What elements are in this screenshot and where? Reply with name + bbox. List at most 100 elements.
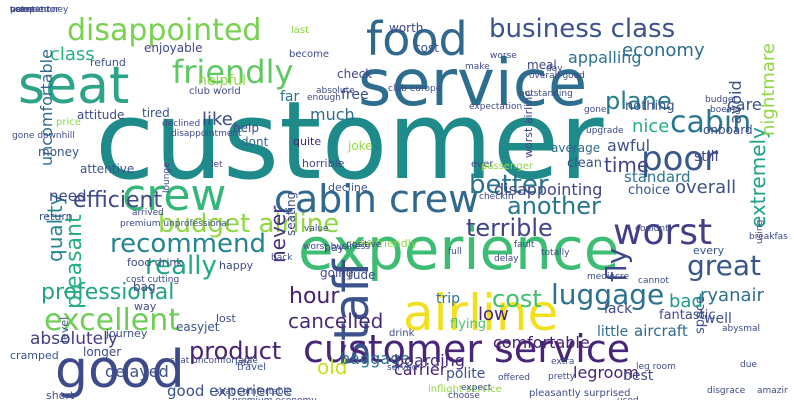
cloud-word: another (507, 192, 601, 220)
cloud-word: refund (90, 56, 126, 69)
cloud-word: nightmare (758, 43, 779, 136)
cloud-word: budget airline (158, 209, 340, 239)
cloud-word: late (235, 358, 253, 368)
cloud-word: efficient (73, 188, 163, 213)
cloud-word: gone downhill (12, 131, 75, 141)
cloud-word: going (320, 266, 354, 280)
cloud-word: fault (514, 240, 535, 250)
cloud-word: plane (605, 87, 672, 115)
cloud-word: experience (298, 215, 620, 283)
word-cloud: customer service experience airline staff sea… (10, 6, 788, 400)
cloud-word: nothing (625, 99, 675, 114)
cloud-word: helpful (198, 73, 246, 89)
cloud-word: level (58, 316, 71, 343)
cloud-word: best (623, 368, 654, 384)
cloud-word: disappointing (494, 180, 603, 199)
cloud-word: premium economy (232, 397, 317, 401)
cloud-word: low (478, 304, 509, 325)
cloud-word: travel (237, 362, 267, 373)
cloud-word: better (469, 170, 549, 200)
cloud-word: economy (622, 40, 705, 61)
cloud-word: food drink (127, 256, 183, 269)
cloud-word: class (50, 44, 95, 65)
cloud-word: care (727, 95, 762, 114)
cloud-word: crew friendly (346, 237, 418, 250)
cloud-word: short (46, 389, 75, 400)
cloud-word: disgrace (707, 386, 746, 396)
cloud-word: pay (324, 241, 345, 254)
cloud-word: food (366, 12, 468, 66)
cloud-word: terrible (466, 214, 553, 242)
cloud-word: due (740, 360, 757, 370)
cloud-word: meal (527, 58, 557, 72)
cloud-word: back (271, 253, 293, 263)
cloud-word: using (755, 219, 765, 244)
cloud-word: carrier (394, 360, 447, 379)
cloud-word: cost (492, 285, 542, 313)
cloud-word: seat (18, 56, 130, 116)
cloud-word: expect (461, 383, 492, 393)
cloud-word: onboard (703, 123, 753, 137)
cloud-word: passenger (481, 161, 533, 172)
cloud-word: product (189, 337, 282, 365)
cloud-word: polite (446, 366, 486, 382)
cloud-word: seat comfortable (215, 387, 292, 397)
cloud-word: little (597, 324, 629, 340)
cloud-word: awful (607, 136, 651, 155)
cloud-word: choose (448, 391, 480, 401)
cloud-word: let (211, 160, 223, 170)
cloud-word: horrible (302, 157, 345, 170)
cloud-word: couldnt (635, 224, 669, 234)
cloud-word: disappointment (171, 129, 242, 139)
cloud-word: journey (106, 327, 148, 340)
cloud-word: boarding (394, 351, 465, 370)
cloud-word: pretty (548, 372, 576, 382)
cloud-word: well (704, 311, 732, 327)
cloud-word: club europe (388, 84, 442, 94)
cloud-word: enjoyable (144, 41, 203, 55)
cloud-word: free (341, 87, 369, 103)
cloud-word: budget (705, 95, 737, 105)
cloud-word: become (289, 49, 330, 60)
cloud-word: disappointed (67, 13, 262, 48)
cloud-word: checkin (479, 192, 514, 202)
cloud-word: abysmal (722, 324, 761, 334)
cloud-word: inflight service (428, 384, 502, 395)
cloud-word: rude (348, 268, 376, 282)
cloud-word: cannot (638, 276, 669, 286)
cloud-word: worse (490, 51, 517, 61)
cloud-word: luggage (551, 278, 665, 311)
cloud-word: worst (613, 212, 713, 253)
cloud-word: flying (450, 317, 486, 332)
cloud-word: airline (403, 284, 559, 342)
cloud-word: easyjet (176, 320, 220, 334)
cloud-word: money (38, 145, 80, 159)
cloud-word: bag (133, 280, 156, 294)
cloud-word: tired (142, 106, 170, 120)
cloud-word: ever (471, 159, 494, 170)
cloud-word: dont (241, 135, 269, 149)
cloud-word: overall (675, 177, 737, 198)
cloud-word: trip (436, 291, 461, 307)
cloud-word: longer (83, 345, 122, 359)
cloud-word: great (687, 249, 762, 282)
cloud-word: worst business (303, 242, 370, 252)
cloud-word: declined (162, 119, 201, 129)
cloud-word: seating (284, 191, 298, 236)
cloud-word: expectation (469, 102, 523, 112)
cloud-word: clean (567, 156, 602, 171)
cloud-word: delayed (105, 362, 169, 381)
cloud-word: last (291, 25, 310, 36)
cloud-word: pleasant (62, 214, 87, 309)
cloud-word: legroom (573, 363, 639, 382)
cloud-word: breakfast (749, 232, 788, 242)
cloud-word: premium unprofessional (120, 219, 230, 229)
cloud-word: fantastic (659, 308, 716, 323)
cloud-word: lost (216, 312, 236, 325)
cloud-word: excellent (44, 303, 181, 338)
cloud-word: extra (551, 357, 575, 367)
cloud-word: much (310, 105, 355, 124)
cloud-word: cabin (670, 105, 752, 140)
cloud-word: way (134, 300, 157, 313)
cloud-word: bad (669, 291, 703, 312)
